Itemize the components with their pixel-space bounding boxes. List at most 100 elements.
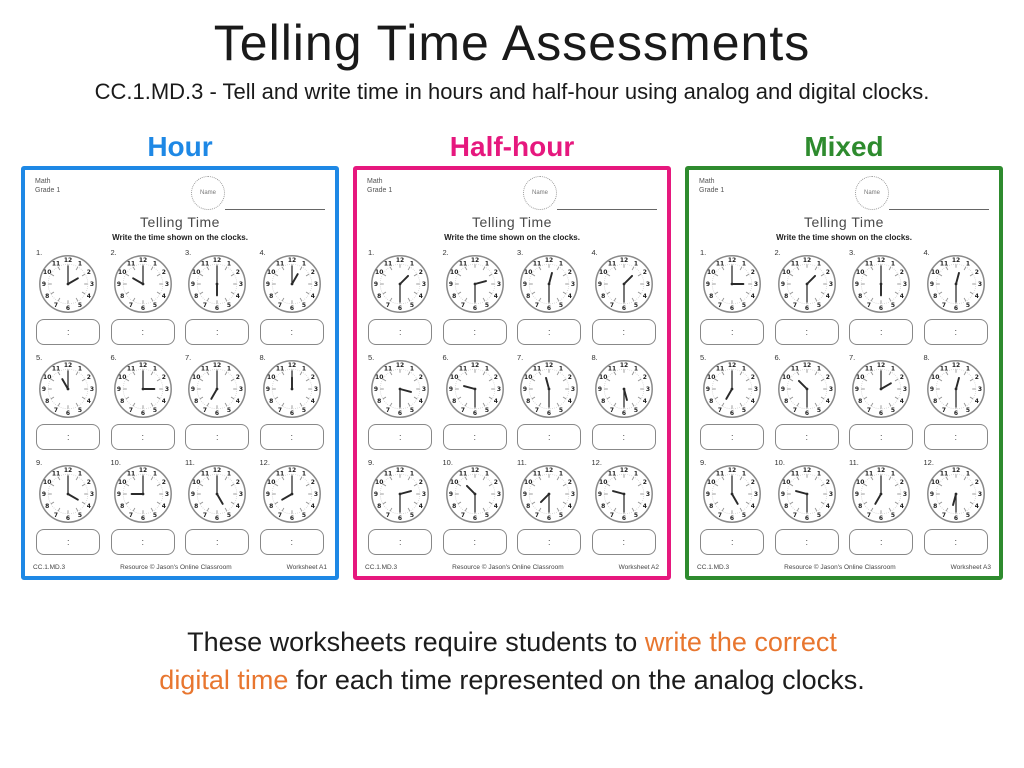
answer-box: :: [591, 529, 656, 555]
worksheet-column-hour: Hour Math Grade 1 Name Telling Time Writ…: [21, 131, 339, 580]
worksheet-column-mixed: Mixed Math Grade 1 Name Telling Time Wri…: [685, 131, 1003, 580]
svg-text:12: 12: [952, 257, 960, 264]
svg-text:8: 8: [526, 293, 530, 300]
svg-text:12: 12: [396, 362, 404, 369]
svg-text:1: 1: [634, 470, 638, 477]
svg-text:10: 10: [267, 479, 275, 486]
clock-item: 10. 1 2 3 4 5 6 7 8 9 10 11 12:: [440, 458, 511, 555]
svg-text:7: 7: [386, 512, 390, 519]
worksheet-header: Math Grade 1 Name: [365, 176, 659, 220]
svg-text:6: 6: [141, 305, 145, 312]
svg-text:3: 3: [978, 491, 982, 498]
svg-text:12: 12: [471, 467, 479, 474]
answer-box: :: [185, 319, 250, 345]
clock-item: 8. 1 2 3 4 5 6 7 8 9 10 11 12:: [589, 353, 660, 450]
name-clock-icon: Name: [855, 176, 889, 210]
svg-text:4: 4: [751, 293, 755, 300]
svg-text:10: 10: [375, 479, 383, 486]
svg-text:5: 5: [485, 302, 489, 309]
svg-text:7: 7: [610, 407, 614, 414]
answer-box: :: [185, 424, 250, 450]
svg-text:10: 10: [375, 374, 383, 381]
svg-text:1: 1: [891, 260, 895, 267]
svg-text:6: 6: [805, 305, 809, 312]
svg-text:8: 8: [784, 293, 788, 300]
svg-text:6: 6: [805, 410, 809, 417]
svg-text:9: 9: [42, 281, 46, 288]
svg-text:11: 11: [791, 365, 799, 372]
svg-text:3: 3: [903, 386, 907, 393]
svg-text:2: 2: [974, 479, 978, 486]
svg-text:10: 10: [375, 269, 383, 276]
svg-text:6: 6: [622, 515, 626, 522]
clock-item: 9. 1 2 3 4 5 6 7 8 9 10 11 12:: [697, 458, 768, 555]
svg-text:5: 5: [891, 302, 895, 309]
svg-text:3: 3: [571, 281, 575, 288]
clock-number: 4.: [591, 248, 598, 257]
clock-item: 3. 1 2 3 4 5 6 7 8 9 10 11 12:: [182, 248, 253, 345]
svg-text:7: 7: [278, 512, 282, 519]
svg-text:12: 12: [728, 362, 736, 369]
svg-text:3: 3: [754, 281, 758, 288]
svg-text:12: 12: [620, 467, 628, 474]
clock-number: 8.: [591, 353, 598, 362]
svg-text:5: 5: [742, 302, 746, 309]
svg-text:4: 4: [493, 503, 497, 510]
svg-text:10: 10: [599, 269, 607, 276]
svg-text:5: 5: [485, 512, 489, 519]
svg-text:3: 3: [314, 386, 318, 393]
svg-text:11: 11: [533, 470, 541, 477]
svg-text:11: 11: [384, 470, 392, 477]
svg-text:1: 1: [302, 365, 306, 372]
clock-number: 5.: [368, 353, 375, 362]
svg-text:11: 11: [940, 365, 948, 372]
svg-text:2: 2: [493, 479, 497, 486]
clock-item: 8. 1 2 3 4 5 6 7 8 9 10 11 12:: [921, 353, 992, 450]
svg-text:8: 8: [194, 503, 198, 510]
svg-text:11: 11: [791, 470, 799, 477]
clock-item: 5. 1 2 3 4 5 6 7 8 9 10 11 12:: [697, 353, 768, 450]
subject-grade-label: Math Grade 1: [35, 178, 60, 196]
svg-text:9: 9: [523, 386, 527, 393]
answer-box: :: [36, 424, 101, 450]
svg-text:1: 1: [817, 260, 821, 267]
svg-text:6: 6: [473, 515, 477, 522]
svg-text:3: 3: [903, 281, 907, 288]
svg-text:1: 1: [485, 260, 489, 267]
svg-text:10: 10: [856, 374, 864, 381]
svg-text:4: 4: [419, 398, 423, 405]
svg-text:2: 2: [751, 269, 755, 276]
svg-text:9: 9: [706, 386, 710, 393]
clock-item: 6. 1 2 3 4 5 6 7 8 9 10 11 12:: [108, 353, 179, 450]
svg-text:8: 8: [269, 293, 273, 300]
svg-text:8: 8: [601, 503, 605, 510]
resource-credit: Resource © Jason's Online Classroom: [784, 564, 896, 571]
svg-text:8: 8: [709, 398, 713, 405]
svg-text:8: 8: [45, 398, 49, 405]
svg-text:7: 7: [129, 407, 133, 414]
svg-text:9: 9: [523, 491, 527, 498]
svg-text:11: 11: [127, 365, 135, 372]
svg-text:2: 2: [161, 269, 165, 276]
clock-number: 5.: [700, 353, 707, 362]
svg-text:3: 3: [90, 281, 94, 288]
svg-text:2: 2: [900, 269, 904, 276]
svg-text:4: 4: [825, 398, 829, 405]
svg-text:8: 8: [269, 503, 273, 510]
svg-text:4: 4: [87, 293, 91, 300]
svg-text:9: 9: [855, 491, 859, 498]
clock-grid: 1. 1 2 3 4 5 6 7 8 9 10 11 12:2. 1 2 3 4 5 6 7 8 9 10 11 12:3. 1 2…: [697, 248, 991, 555]
svg-text:1: 1: [966, 365, 970, 372]
svg-text:6: 6: [290, 305, 294, 312]
